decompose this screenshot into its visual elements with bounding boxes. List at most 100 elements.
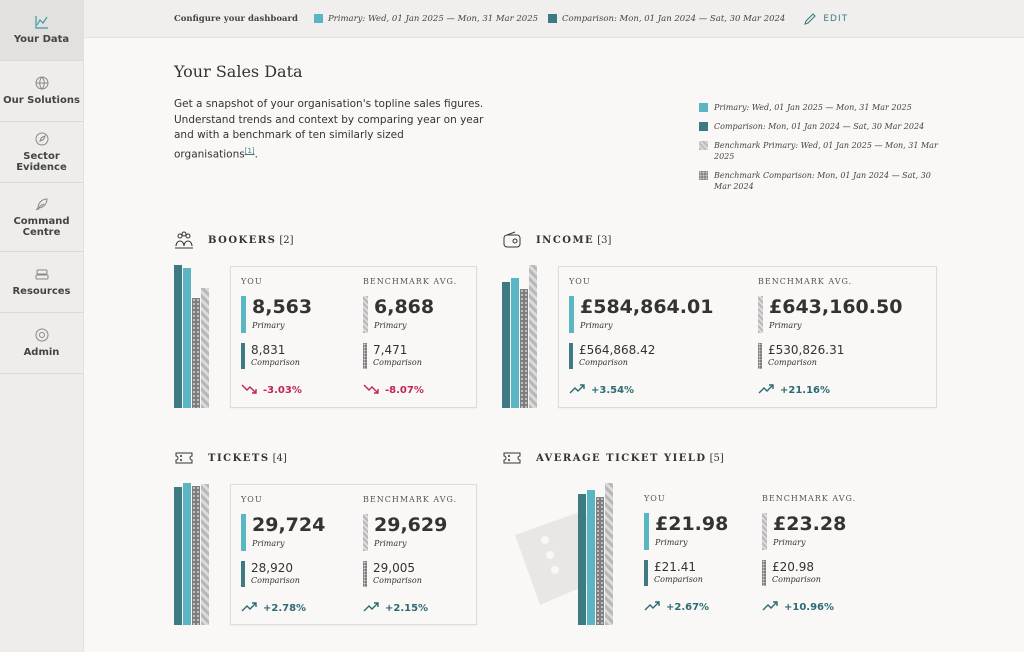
legend-primary: Primary: Wed, 01 Jan 2025 — Mon, 31 Mar … xyxy=(699,102,939,113)
primary-label: Primary xyxy=(769,321,802,330)
intro-footnote-link[interactable]: [1] xyxy=(244,146,255,155)
tickets-bench-change-value: +2.15% xyxy=(385,603,429,614)
bookers-bench-comparison: 7,471 Comparison xyxy=(363,343,422,369)
benchmark-primary-marker xyxy=(363,514,368,551)
income-you-primary: £584,864.01 Primary xyxy=(569,296,713,333)
avg-yield-title: AVERAGE TICKET YIELD xyxy=(536,452,707,464)
comparison-bar xyxy=(174,487,182,625)
gear-globe-icon xyxy=(35,328,48,342)
primary-marker xyxy=(569,296,574,333)
benchmark-comparison-marker xyxy=(762,560,766,586)
income-header: INCOME [3] xyxy=(502,230,611,250)
page-title: Your Sales Data xyxy=(174,62,303,81)
primary-label: Primary xyxy=(580,321,613,330)
trend-up-icon xyxy=(569,382,591,399)
comparison-bar xyxy=(502,282,510,408)
nav-your-data[interactable]: Your Data xyxy=(0,0,83,61)
bench-comparison-bar xyxy=(596,497,604,625)
primary-marker xyxy=(644,513,649,550)
tickets-you-primary-value: 29,724 xyxy=(252,514,326,536)
bookers-you-change-value: -3.03% xyxy=(263,385,302,396)
income-title: INCOME xyxy=(536,234,595,246)
legend-primary-text: Primary: Wed, 01 Jan 2025 — Mon, 31 Mar … xyxy=(714,103,912,112)
legend-comparison: Comparison: Mon, 01 Jan 2024 — Sat, 30 M… xyxy=(699,121,939,132)
primary-bar xyxy=(587,490,595,625)
bookers-footnote-link[interactable]: [2] xyxy=(279,234,294,246)
tickets-you-change: +2.78% xyxy=(241,600,306,617)
you-heading: YOU xyxy=(569,277,591,286)
globe-icon xyxy=(35,76,48,90)
comparison-label: Comparison xyxy=(251,358,300,367)
tickets-you-primary: 29,724 Primary xyxy=(241,514,325,551)
you-heading: YOU xyxy=(241,495,263,504)
bookers-you-comparison-value: 8,831 xyxy=(251,343,286,357)
page-intro: Get a snapshot of your organisation's to… xyxy=(174,97,484,163)
benchmark-heading: BENCHMARK AVG. xyxy=(762,494,857,503)
income-you-change-value: +3.54% xyxy=(591,385,635,396)
benchmark-comparison-marker xyxy=(363,561,367,587)
wallet-icon xyxy=(503,231,521,248)
nav-label: Sector Evidence xyxy=(16,151,67,173)
income-bench-primary: £643,160.50 Primary xyxy=(758,296,902,333)
nav-command-centre[interactable]: Command Centre xyxy=(0,183,83,252)
bench-primary-bar xyxy=(529,265,537,408)
benchmark-heading: BENCHMARK AVG. xyxy=(758,277,853,286)
avg-yield-header: AVERAGE TICKET YIELD [5] xyxy=(502,448,724,468)
legend-swatch xyxy=(699,122,708,131)
bench-comparison-bar xyxy=(192,486,200,625)
primary-bar xyxy=(183,483,191,625)
tickets-footnote-link[interactable]: [4] xyxy=(272,452,287,464)
intro-text: Get a snapshot of your organisation's to… xyxy=(174,98,484,160)
bookers-bench-change: -8.07% xyxy=(363,382,424,399)
nav-label: Command Centre xyxy=(13,216,70,238)
primary-label: Primary xyxy=(374,321,407,330)
tickets-bench-comparison: 29,005 Comparison xyxy=(363,561,422,587)
benchmark-comparison-marker xyxy=(758,343,762,369)
income-footnote-link[interactable]: [3] xyxy=(597,234,612,246)
legend-comparison-text: Comparison: Mon, 01 Jan 2024 — Sat, 30 M… xyxy=(714,122,925,131)
edit-button[interactable]: EDIT xyxy=(803,12,848,26)
comparison-label: Comparison xyxy=(772,575,821,584)
nav-sector-evidence[interactable]: Sector Evidence xyxy=(0,122,83,183)
tickets-bench-change: +2.15% xyxy=(363,600,428,617)
people-icon xyxy=(175,231,193,249)
legend-benchmark-comparison: Benchmark Comparison: Mon, 01 Jan 2024 —… xyxy=(699,170,939,192)
avg-yield-you-change: +2.67% xyxy=(644,599,709,616)
comparison-swatch xyxy=(548,14,558,23)
avg-yield-bench-comparison: £20.98 Comparison xyxy=(762,560,821,586)
tickets-you-change-value: +2.78% xyxy=(263,603,307,614)
income-bench-change-value: +21.16% xyxy=(780,385,831,396)
benchmark-primary-marker xyxy=(758,296,763,333)
avg-yield-you-primary-value: £21.98 xyxy=(655,513,729,535)
bench-primary-bar xyxy=(201,484,209,625)
ticket-icon xyxy=(175,452,193,464)
bookers-you-comparison: 8,831 Comparison xyxy=(241,343,300,369)
primary-label: Primary xyxy=(655,538,688,547)
nav-label: Admin xyxy=(23,347,60,359)
comparison-label: Comparison xyxy=(373,358,422,367)
legend-benchmark-primary: Benchmark Primary: Wed, 01 Jan 2025 — Mo… xyxy=(699,140,939,162)
intro-end: . xyxy=(254,148,258,160)
bookers-bench-primary: 6,868 Primary xyxy=(363,296,434,333)
trend-up-icon xyxy=(762,599,784,616)
tickets-bench-comparison-value: 29,005 xyxy=(373,561,415,575)
income-bench-change: +21.16% xyxy=(758,382,830,399)
avg-yield-you-comparison: £21.41 Comparison xyxy=(644,560,703,586)
nav-our-solutions[interactable]: Our Solutions xyxy=(0,61,83,122)
tickets-bench-primary: 29,629 Primary xyxy=(363,514,447,551)
comparison-label: Comparison xyxy=(768,358,817,367)
primary-range-text: Primary: Wed, 01 Jan 2025 — Mon, 31 Mar … xyxy=(327,13,539,24)
nav-resources[interactable]: Resources xyxy=(0,252,83,313)
benchmark-heading: BENCHMARK AVG. xyxy=(363,277,458,286)
rocket-icon xyxy=(35,198,48,211)
bookers-you-primary-value: 8,563 xyxy=(252,296,313,318)
avg-yield-bench-comparison-value: £20.98 xyxy=(772,560,814,574)
primary-label: Primary xyxy=(374,539,407,548)
benchmark-primary-marker xyxy=(762,513,767,550)
avg-yield-bench-change-value: +10.96% xyxy=(784,602,835,613)
bench-comparison-bar xyxy=(192,298,200,408)
you-heading: YOU xyxy=(644,494,666,503)
nav-admin[interactable]: Admin xyxy=(0,313,83,374)
avg-yield-footnote-link[interactable]: [5] xyxy=(709,452,724,464)
bookers-you-primary: 8,563 Primary xyxy=(241,296,312,333)
